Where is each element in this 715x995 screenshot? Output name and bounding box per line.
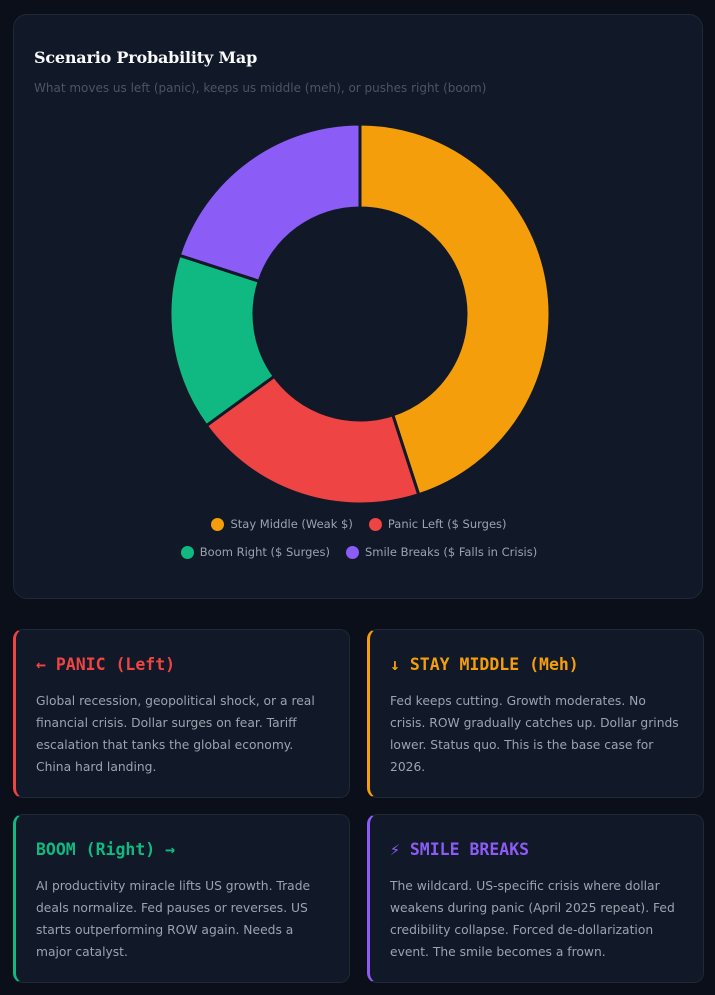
stay-middle-card: ↓ STAY MIDDLE (Meh) Fed keeps cutting. G… <box>367 629 704 798</box>
donut-slice-stay-middle-weak <box>358 122 552 497</box>
legend-item[interactable]: Smile Breaks ($ Falls in Crisis) <box>345 545 538 559</box>
panic-left-card-body: Global recession, geopolitical shock, or… <box>36 694 315 774</box>
legend-item[interactable]: Stay Middle (Weak $) <box>211 517 353 531</box>
legend-item[interactable]: Boom Right ($ Surges) <box>180 545 330 559</box>
donut-slice-smile-breaks-falls-in-crisis <box>177 122 362 284</box>
panic-left-card: ← PANIC (Left) Global recession, geopoli… <box>13 629 350 798</box>
boom-right-card: BOOM (Right) → AI productivity miracle l… <box>13 814 350 983</box>
legend-label: Boom Right ($ Surges) <box>199 545 330 559</box>
legend-swatch <box>211 517 225 531</box>
legend-label: Smile Breaks ($ Falls in Crisis) <box>364 545 538 559</box>
legend-swatch <box>368 517 382 531</box>
stay-middle-card-body: Fed keeps cutting. Growth moderates. No … <box>390 694 679 774</box>
legend-swatch <box>180 545 194 559</box>
smile-breaks-card: ⚡ SMILE BREAKS The wildcard. US-specific… <box>367 814 704 983</box>
stay-middle-card-title: ↓ STAY MIDDLE (Meh) <box>390 655 579 674</box>
legend-label: Panic Left ($ Surges) <box>387 517 507 531</box>
chart-legend: Stay Middle (Weak $) Panic Left ($ Surges… <box>14 517 704 559</box>
smile-breaks-card-body: The wildcard. US-specific crisis where d… <box>390 879 675 959</box>
chart-title: Scenario Probability Map <box>34 48 258 67</box>
donut-chart <box>168 122 552 506</box>
legend-item[interactable]: Panic Left ($ Surges) <box>368 517 507 531</box>
smile-breaks-card-title: ⚡ SMILE BREAKS <box>390 840 530 859</box>
panic-left-card-title: ← PANIC (Left) <box>36 655 176 674</box>
chart-subtitle: What moves us left (panic), keeps us mid… <box>34 81 487 95</box>
legend-swatch <box>345 545 359 559</box>
donut-slice-panic-left-surges <box>204 374 421 506</box>
legend-label: Stay Middle (Weak $) <box>230 517 353 531</box>
boom-right-card-body: AI productivity miracle lifts US growth.… <box>36 879 311 959</box>
boom-right-card-title: BOOM (Right) → <box>36 840 176 859</box>
chart-card: Scenario Probability Map What moves us l… <box>13 14 703 599</box>
